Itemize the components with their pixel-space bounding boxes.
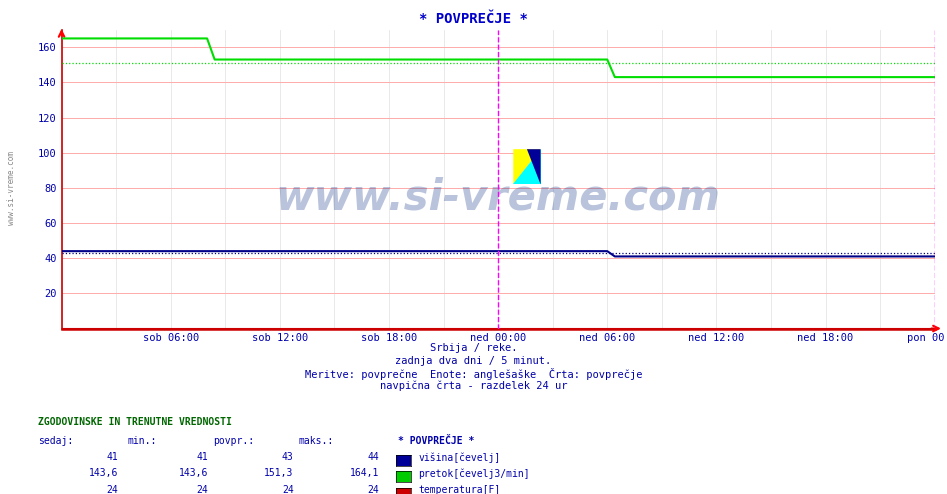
Text: zadnja dva dni / 5 minut.: zadnja dva dni / 5 minut. <box>396 356 551 366</box>
Text: www.si-vreme.com: www.si-vreme.com <box>276 176 721 218</box>
Text: sedaj:: sedaj: <box>38 436 73 446</box>
Text: 151,3: 151,3 <box>264 468 294 478</box>
Polygon shape <box>513 149 541 184</box>
Text: min.:: min.: <box>128 436 157 446</box>
Text: 143,6: 143,6 <box>89 468 118 478</box>
Text: 41: 41 <box>107 452 118 462</box>
Text: pretok[čevelj3/min]: pretok[čevelj3/min] <box>419 468 530 479</box>
Text: 24: 24 <box>367 485 379 494</box>
Text: 24: 24 <box>107 485 118 494</box>
Text: 43: 43 <box>282 452 294 462</box>
Text: 164,1: 164,1 <box>349 468 379 478</box>
Text: 41: 41 <box>197 452 208 462</box>
Text: 143,6: 143,6 <box>179 468 208 478</box>
Polygon shape <box>527 149 541 184</box>
Text: Meritve: povprečne  Enote: anglešaške  Črta: povprečje: Meritve: povprečne Enote: anglešaške Črt… <box>305 368 642 380</box>
Text: povpr.:: povpr.: <box>213 436 254 446</box>
Polygon shape <box>513 149 541 184</box>
Text: višina[čevelj]: višina[čevelj] <box>419 452 501 462</box>
Text: 24: 24 <box>282 485 294 494</box>
Text: 44: 44 <box>367 452 379 462</box>
Text: ZGODOVINSKE IN TRENUTNE VREDNOSTI: ZGODOVINSKE IN TRENUTNE VREDNOSTI <box>38 417 232 427</box>
Text: 24: 24 <box>197 485 208 494</box>
Text: maks.:: maks.: <box>298 436 333 446</box>
Text: temperatura[F]: temperatura[F] <box>419 485 501 494</box>
Text: * POVPREČJE *: * POVPREČJE * <box>420 12 527 26</box>
Text: navpična črta - razdelek 24 ur: navpična črta - razdelek 24 ur <box>380 380 567 391</box>
Text: * POVPREČJE *: * POVPREČJE * <box>398 436 474 446</box>
Text: www.si-vreme.com: www.si-vreme.com <box>7 151 16 225</box>
Text: Srbija / reke.: Srbija / reke. <box>430 343 517 353</box>
